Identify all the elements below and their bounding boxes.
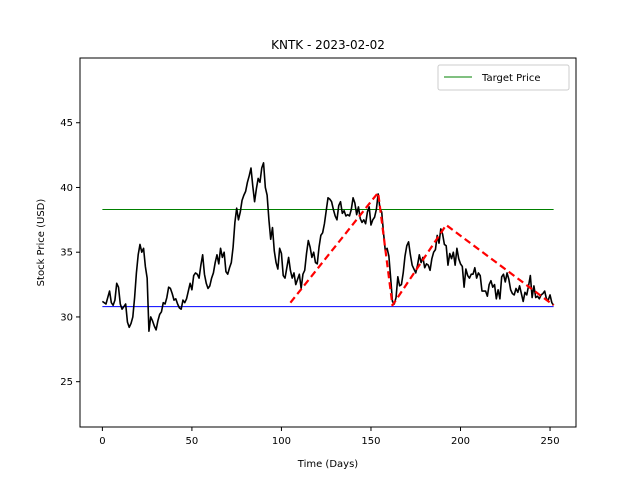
y-tick-label: 40	[60, 183, 73, 194]
y-axis: 25 30 35 40 45	[60, 118, 80, 388]
x-tick-label: 100	[272, 436, 291, 447]
y-tick-label: 25	[60, 377, 73, 388]
pattern-dashed-line	[289, 191, 555, 307]
x-tick-label: 150	[361, 436, 380, 447]
x-tick-label: 0	[99, 436, 105, 447]
y-tick-label: 35	[60, 248, 73, 259]
x-axis: 0 50 100 150 200 250	[99, 427, 560, 447]
legend: Target Price	[437, 64, 570, 91]
y-tick-label: 30	[60, 312, 73, 323]
series-group	[101, 162, 555, 332]
x-axis-label: Time (Days)	[297, 459, 359, 470]
chart-title: KNTK - 2023-02-02	[271, 38, 385, 52]
legend-label-target-price: Target Price	[481, 73, 541, 84]
x-tick-label: 250	[540, 436, 559, 447]
x-tick-label: 200	[451, 436, 470, 447]
price-line	[101, 162, 555, 332]
y-axis-label: Stock Price (USD)	[36, 199, 47, 287]
y-tick-label: 45	[60, 118, 73, 129]
x-tick-label: 50	[186, 436, 199, 447]
legend-box	[437, 64, 570, 91]
axes-frame	[79, 57, 577, 428]
